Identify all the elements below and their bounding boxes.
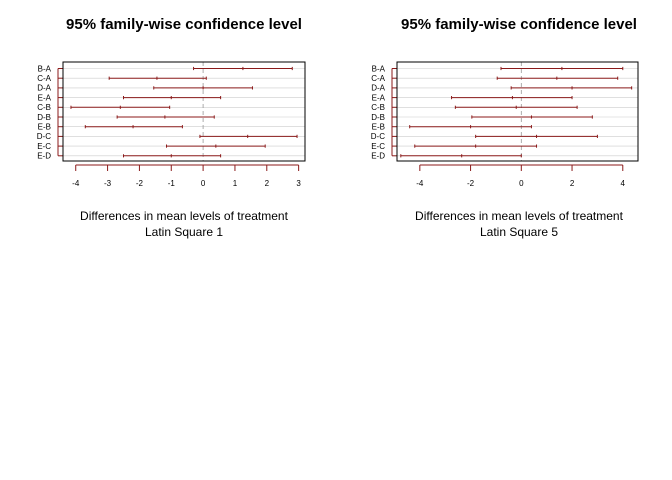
x-tick-label: -2 — [467, 179, 475, 188]
y-tick-label: E-B — [372, 123, 385, 132]
x-tick-label: -4 — [416, 179, 424, 188]
y-tick-label: D-B — [37, 113, 51, 122]
y-tick-label: B-A — [38, 64, 52, 73]
x-tick-label: 3 — [296, 179, 301, 188]
y-tick-label: C-A — [37, 74, 51, 83]
y-tick-label: D-C — [371, 132, 385, 141]
panel-latin-square-5: 95% family-wise confidence level Differe… — [371, 16, 639, 239]
x-tick-label: 0 — [519, 179, 524, 188]
y-tick-label: E-B — [38, 123, 51, 132]
x-tick-label: 1 — [233, 179, 238, 188]
y-tick-label: D-A — [37, 84, 51, 93]
x-axis-label: Differences in mean levels of treatment — [415, 209, 624, 223]
y-tick-label: C-B — [37, 103, 51, 112]
chart-subtitle: Latin Square 5 — [480, 225, 558, 239]
x-tick-label: 0 — [201, 179, 206, 188]
y-tick-label: C-B — [371, 103, 385, 112]
x-axis-label: Differences in mean levels of treatment — [80, 209, 289, 223]
chart-title: 95% family-wise confidence level — [66, 16, 302, 33]
x-tick-label: -3 — [104, 179, 112, 188]
y-tick-label: C-A — [371, 74, 385, 83]
chart-title: 95% family-wise confidence level — [401, 16, 637, 33]
plot-frame — [396, 61, 639, 162]
x-tick-label: -4 — [72, 179, 80, 188]
panel-latin-square-1: 95% family-wise confidence level Differe… — [37, 16, 306, 239]
y-tick-label: E-D — [37, 152, 51, 161]
y-tick-label: D-B — [371, 113, 385, 122]
x-tick-label: -1 — [168, 179, 176, 188]
x-tick-label: 4 — [621, 179, 626, 188]
y-tick-label: D-A — [371, 84, 385, 93]
x-tick-label: 2 — [265, 179, 270, 188]
plot-frame — [62, 61, 306, 162]
y-tick-label: E-C — [371, 142, 385, 151]
y-tick-label: E-A — [38, 93, 52, 102]
y-tick-label: B-A — [372, 64, 386, 73]
x-tick-label: 2 — [570, 179, 575, 188]
y-tick-label: E-C — [37, 142, 51, 151]
y-tick-label: E-D — [371, 152, 385, 161]
y-tick-label: D-C — [37, 132, 51, 141]
chart-subtitle: Latin Square 1 — [145, 225, 223, 239]
y-tick-label: E-A — [372, 93, 386, 102]
x-tick-label: -2 — [136, 179, 144, 188]
